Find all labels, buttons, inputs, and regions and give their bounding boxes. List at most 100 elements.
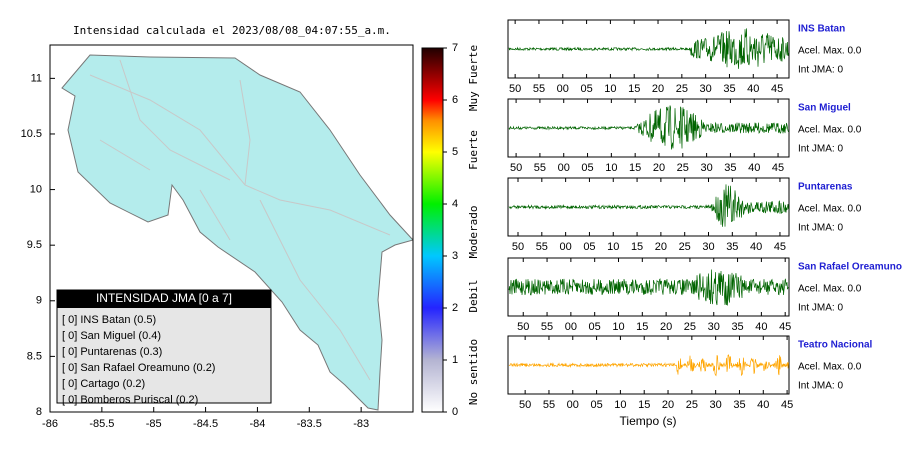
colorbar-tick-label: 1: [452, 354, 458, 366]
colorbar-class-label: No sentido: [467, 339, 480, 405]
x-tick-label: 30: [700, 83, 712, 95]
max-accel: Acel. Max. 0.0: [798, 46, 862, 57]
x-tick-label: 05: [583, 241, 595, 253]
x-tick-label: 35: [733, 399, 745, 411]
y-tick-label: 9: [36, 295, 42, 307]
colorbar-class-label: Moderado: [467, 206, 480, 259]
x-tick-label: 00: [560, 241, 572, 253]
x-tick-label: 20: [655, 241, 667, 253]
x-tick-label: 40: [757, 399, 769, 411]
x-tick-label: 25: [677, 162, 689, 174]
x-tick-label: -85: [146, 418, 162, 430]
station-name: Teatro Nacional: [798, 340, 872, 351]
y-tick-label: 10: [30, 183, 42, 195]
x-tick-label: 05: [590, 399, 602, 411]
x-tick-label: 50: [517, 321, 529, 333]
legend-entry: [ 0] INS Batan (0.5): [62, 314, 156, 326]
map-land: [61, 54, 413, 411]
x-tick-label: 55: [534, 162, 546, 174]
colorbar-class-label: Muy Fuerte: [467, 45, 480, 111]
max-accel: Acel. Max. 0.0: [798, 362, 862, 373]
x-tick-label: 45: [774, 241, 786, 253]
legend-entry: [ 0] Puntarenas (0.3): [62, 346, 162, 358]
x-tick-label: 30: [700, 162, 712, 174]
x-tick-label: 50: [512, 241, 524, 253]
x-tick-label: 15: [631, 241, 643, 253]
jma-intensity: Int JMA: 0: [798, 144, 843, 155]
x-tick-label: 00: [558, 162, 570, 174]
y-tick-label: 8.5: [27, 350, 42, 362]
x-tick-label: -85.5: [89, 418, 114, 430]
x-tick-label: 20: [662, 399, 674, 411]
x-tick-label: 50: [510, 162, 522, 174]
x-tick-label: 35: [726, 241, 738, 253]
colorbar-class-label: Fuerte: [467, 130, 480, 170]
waveform: [508, 184, 789, 227]
waveform: [508, 105, 789, 150]
x-tick-label: 35: [723, 83, 735, 95]
x-tick-label: 45: [781, 399, 793, 411]
y-tick-label: 11: [31, 72, 42, 84]
x-tick-label: 20: [652, 83, 664, 95]
map-title: Intensidad calculada el 2023/08/08_04:07…: [73, 24, 391, 37]
x-tick-label: 35: [724, 162, 736, 174]
colorbar-class-label: Debil: [467, 279, 480, 312]
x-tick-label: 40: [755, 321, 767, 333]
x-tick-label: 20: [660, 321, 672, 333]
x-tick-label: 25: [684, 321, 696, 333]
x-tick-label: -84.5: [193, 418, 218, 430]
y-tick-label: 10.5: [21, 128, 42, 140]
legend-title: INTENSIDAD JMA [0 a 7]: [96, 291, 232, 305]
x-tick-label: -84: [249, 418, 265, 430]
colorbar-tick-label: 3: [452, 250, 458, 262]
legend-entry: [ 0] San Miguel (0.4): [62, 330, 161, 342]
waveform: [508, 269, 789, 306]
x-tick-label: -83: [353, 418, 369, 430]
station-name: San Rafael Oreamuno: [798, 262, 902, 273]
x-tick-label: 25: [676, 83, 688, 95]
x-axis-title: Tiempo (s): [620, 414, 677, 428]
colorbar-tick-label: 7: [452, 42, 458, 54]
x-tick-label: 15: [636, 321, 648, 333]
x-tick-label: 15: [629, 162, 641, 174]
jma-intensity: Int JMA: 0: [798, 303, 843, 314]
colorbar-tick-label: 2: [452, 302, 458, 314]
x-tick-label: 30: [708, 321, 720, 333]
x-tick-label: 55: [541, 321, 553, 333]
x-tick-label: 05: [580, 83, 592, 95]
trace-frame: [507, 98, 790, 158]
colorbar: [421, 47, 444, 413]
colorbar-tick-label: 0: [452, 406, 458, 418]
jma-intensity: Int JMA: 0: [798, 65, 843, 76]
x-tick-label: 55: [543, 399, 555, 411]
x-tick-label: 50: [509, 83, 521, 95]
legend-entry: [ 0] Bomberos Puriscal (0.2): [62, 394, 198, 406]
x-tick-label: 05: [589, 321, 601, 333]
colorbar-tick-label: 4: [452, 198, 458, 210]
x-tick-label: 30: [710, 399, 722, 411]
x-tick-label: 45: [772, 162, 784, 174]
max-accel: Acel. Max. 0.0: [798, 125, 862, 136]
waveform: [508, 354, 789, 377]
legend: INTENSIDAD JMA [0 a 7]: [56, 289, 272, 404]
x-tick-label: 30: [702, 241, 714, 253]
jma-intensity: Int JMA: 0: [798, 381, 843, 392]
x-tick-label: 10: [605, 162, 617, 174]
station-name: San Miguel: [798, 103, 851, 114]
x-tick-label: 25: [679, 241, 691, 253]
x-tick-label: 10: [614, 399, 626, 411]
trace-frame: [507, 19, 790, 79]
x-tick-label: 50: [519, 399, 531, 411]
x-tick-label: 45: [771, 83, 783, 95]
x-tick-label: 35: [731, 321, 743, 333]
waveform: [508, 28, 789, 69]
x-tick-label: 00: [565, 321, 577, 333]
x-tick-label: 15: [628, 83, 640, 95]
x-tick-label: 10: [612, 321, 624, 333]
colorbar-tick-label: 5: [452, 146, 458, 158]
legend-entry: [ 0] Cartago (0.2): [62, 378, 145, 390]
x-tick-label: 45: [779, 321, 791, 333]
y-tick-label: 8: [36, 406, 42, 418]
legend-entry: [ 0] San Rafael Oreamuno (0.2): [62, 362, 215, 374]
